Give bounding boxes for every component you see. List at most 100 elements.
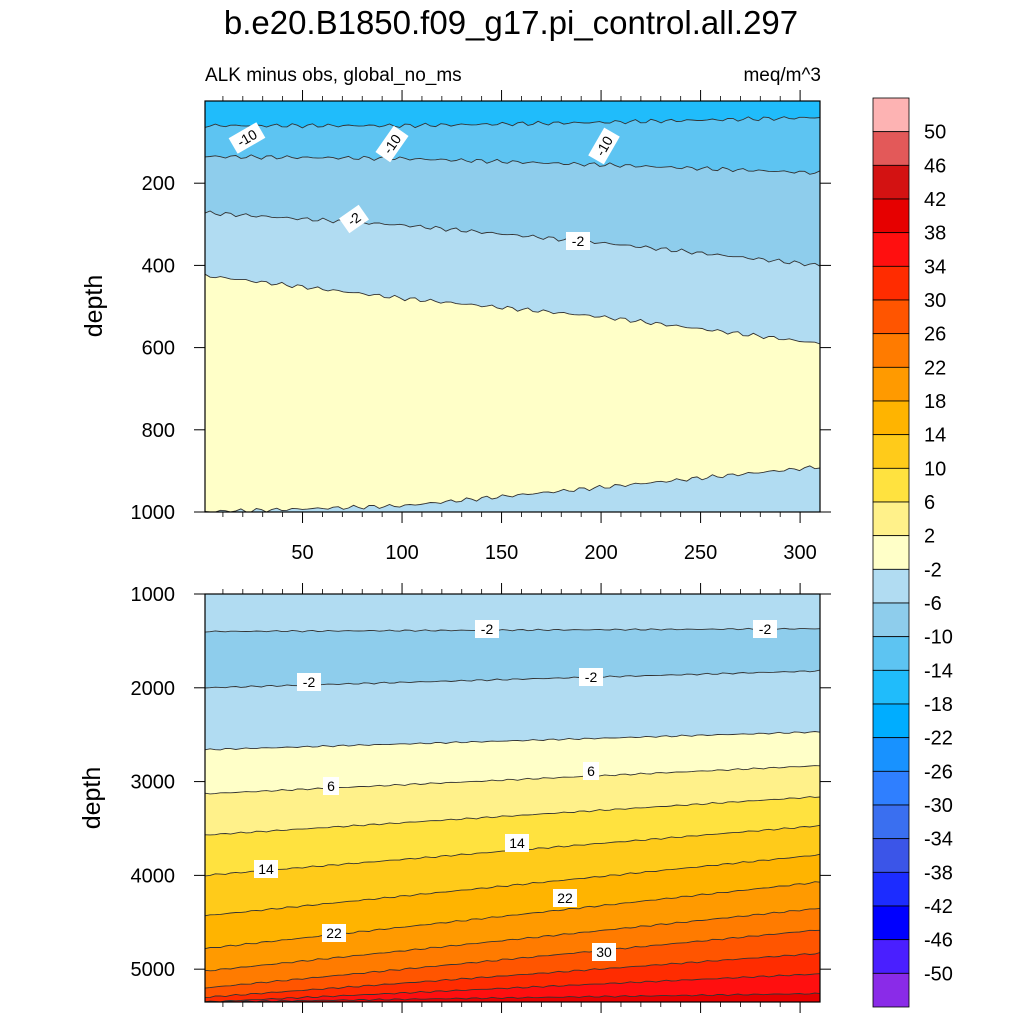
contour-label-bg <box>583 762 599 780</box>
y-tick-label: 1000 <box>131 502 176 524</box>
colorbar-box <box>872 737 910 772</box>
subtitle-units: meq/m^3 <box>743 65 821 86</box>
colorbar-box <box>872 333 910 368</box>
contour-label-bg <box>753 620 777 638</box>
colorbar-box <box>872 669 910 705</box>
colorbar-label: -14 <box>924 660 953 682</box>
contour-label-text: 22 <box>557 890 573 906</box>
x-tick-label: 300 <box>783 542 816 564</box>
contour-line <box>204 952 821 999</box>
y-tick-label: 600 <box>142 338 175 360</box>
colorbar-label: -38 <box>924 862 953 884</box>
contour-line <box>204 273 821 345</box>
y-tick-label: 800 <box>142 420 175 442</box>
contour-line <box>204 465 821 513</box>
contour-line <box>204 881 821 950</box>
y-tick-label: 200 <box>142 173 175 195</box>
colorbar-box <box>872 838 910 873</box>
contour-label: 30 <box>592 943 616 961</box>
contour-label-text: 6 <box>327 778 335 794</box>
contour-line <box>204 765 821 795</box>
contour-label-bg <box>322 924 346 942</box>
colorbar-box <box>872 905 910 941</box>
contour-label-text: -2 <box>303 674 316 690</box>
contour-label: 14 <box>254 860 278 878</box>
colorbar-box <box>872 636 910 671</box>
contour-label: 14 <box>505 834 529 852</box>
colorbar-box <box>872 568 910 604</box>
y-tick-label: 1000 <box>131 584 176 606</box>
lower-contour-fills <box>205 594 820 1002</box>
lower-axis-ticks: 1000 2000 3000 4000 5000 <box>131 583 831 1013</box>
colorbar-box <box>872 366 910 402</box>
subtitle-left: ALK minus obs, global_no_ms <box>205 65 462 86</box>
contour-label: 6 <box>323 777 339 795</box>
y-tick-label: 3000 <box>131 772 176 794</box>
upper-contour-fills <box>205 101 820 512</box>
upper-axis-ticks: 200 400 600 800 1000 50 100 150 200 250 300 <box>131 90 831 564</box>
colorbar-box <box>872 164 910 200</box>
contour-label: -2 <box>753 620 777 638</box>
contour-label-text: -2 <box>585 669 598 685</box>
colorbar-label: -42 <box>924 896 953 918</box>
colorbar-box <box>872 770 910 806</box>
upper-plot-frame <box>204 100 821 513</box>
lower-panel: -2 -2 -2 -2 6 6 14 14 22 22 30 1000 2000 3000 4000 500… <box>78 583 831 1013</box>
colorbar-box <box>872 198 910 234</box>
contour-line <box>204 731 821 751</box>
figure-title: b.e20.B1850.f09_g17.pi_control.all.297 <box>224 4 798 41</box>
colorbar-box <box>872 602 910 638</box>
colorbar-label: -50 <box>924 963 953 985</box>
colorbar-label: 2 <box>924 526 935 548</box>
contour-label-text: 6 <box>587 763 595 779</box>
lower-contour-lines <box>204 627 821 1003</box>
colorbar-label: -2 <box>924 559 942 581</box>
colorbar-label: -18 <box>924 694 953 716</box>
colorbar-box <box>872 804 910 840</box>
colorbar-box <box>872 467 910 503</box>
contour-label-text: 22 <box>326 925 342 941</box>
colorbar-label: 18 <box>924 391 946 413</box>
colorbar-box <box>872 972 910 1008</box>
contour-label: -2 <box>579 668 603 686</box>
lower-plot-frame <box>204 593 821 1003</box>
colorbar-box <box>872 871 910 907</box>
contour-label-bg <box>339 204 369 234</box>
x-tick-label: 150 <box>485 542 518 564</box>
lower-y-axis-label: depth <box>78 767 106 830</box>
contour-label-text: 14 <box>509 835 525 851</box>
contour-label-bg <box>588 127 620 165</box>
colorbar-box <box>872 703 910 739</box>
contour-line <box>204 210 821 267</box>
colorbar-label: -22 <box>924 728 953 750</box>
colorbar-box <box>872 299 910 335</box>
colorbar-box <box>872 535 910 570</box>
colorbar-label: 42 <box>924 189 946 211</box>
x-tick-label: 200 <box>584 542 617 564</box>
colorbar-box <box>872 939 910 974</box>
contour-label-text: -2 <box>572 233 585 249</box>
contour-label-bg <box>592 943 616 961</box>
colorbar-label: 38 <box>924 223 946 245</box>
y-tick-label: 4000 <box>131 865 176 887</box>
colorbar-label: 14 <box>924 425 946 447</box>
colorbar-label: 10 <box>924 458 946 480</box>
y-tick-label: 400 <box>142 255 175 277</box>
contour-label: -2 <box>566 232 590 250</box>
contour-label-bg <box>475 620 499 638</box>
contour-line <box>204 973 821 1003</box>
contour-label: -2 <box>297 673 321 691</box>
colorbar-label: 30 <box>924 290 946 312</box>
contour-label-text: -2 <box>759 621 772 637</box>
colorbar-label: 6 <box>924 492 935 514</box>
colorbar-box <box>872 131 910 166</box>
y-tick-label: 2000 <box>131 678 176 700</box>
contour-label-text: -2 <box>481 621 494 637</box>
colorbar-box <box>872 501 910 537</box>
colorbar-box <box>872 97 910 133</box>
contour-label: 22 <box>553 889 577 907</box>
contour-label: 6 <box>583 762 599 780</box>
contour-label-bg <box>254 860 278 878</box>
